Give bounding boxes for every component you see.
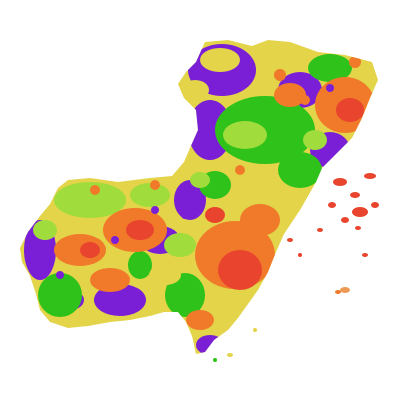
zone-orange <box>90 268 130 292</box>
zone-red <box>336 98 364 122</box>
zone-orange <box>240 204 280 236</box>
island <box>364 173 376 179</box>
zone-yellow <box>181 80 209 100</box>
spot-orange <box>274 69 286 81</box>
island <box>287 238 293 242</box>
island <box>298 253 302 257</box>
island <box>352 207 368 217</box>
island <box>328 202 336 208</box>
spot-purple <box>151 206 159 214</box>
island <box>333 178 347 186</box>
island <box>371 202 379 208</box>
island <box>317 228 323 232</box>
spot-orange <box>235 165 245 175</box>
zone-green <box>278 152 322 188</box>
spot-purple <box>56 271 64 279</box>
zone-green <box>38 273 82 317</box>
spot-orange <box>90 185 100 195</box>
zone-light-green <box>223 121 267 149</box>
islands <box>213 173 379 362</box>
zone-purple <box>174 180 206 220</box>
zone-light-green <box>303 130 327 150</box>
island <box>340 287 350 293</box>
spot-orange <box>300 95 310 105</box>
zone-red <box>218 250 262 290</box>
zone-red <box>80 242 100 258</box>
zone-green <box>128 251 152 279</box>
spot-purple <box>326 84 334 92</box>
zone-orange <box>186 310 214 330</box>
island <box>355 226 361 230</box>
zone-yellow <box>149 265 181 285</box>
zone-light-green <box>164 233 196 257</box>
zone-purple <box>94 284 146 316</box>
zone-red <box>205 207 225 223</box>
zone-yellow <box>200 48 240 72</box>
island <box>335 290 341 294</box>
spot-orange <box>150 180 160 190</box>
island <box>227 353 233 357</box>
island <box>341 217 349 223</box>
zone-orange <box>274 83 306 107</box>
island <box>362 253 368 257</box>
zone-light-green <box>130 183 170 207</box>
zone-light-green <box>33 220 57 240</box>
zone-red <box>126 220 154 240</box>
zone-light-green <box>190 172 210 188</box>
zone-light-green <box>54 182 126 218</box>
spot-orange <box>349 56 361 68</box>
zone-green <box>308 54 352 82</box>
spot-purple <box>111 236 119 244</box>
island <box>253 328 257 332</box>
zone-purple <box>196 335 224 354</box>
zone-green <box>165 273 205 317</box>
island <box>350 192 360 198</box>
island <box>213 358 217 362</box>
spot-purple <box>181 211 189 219</box>
